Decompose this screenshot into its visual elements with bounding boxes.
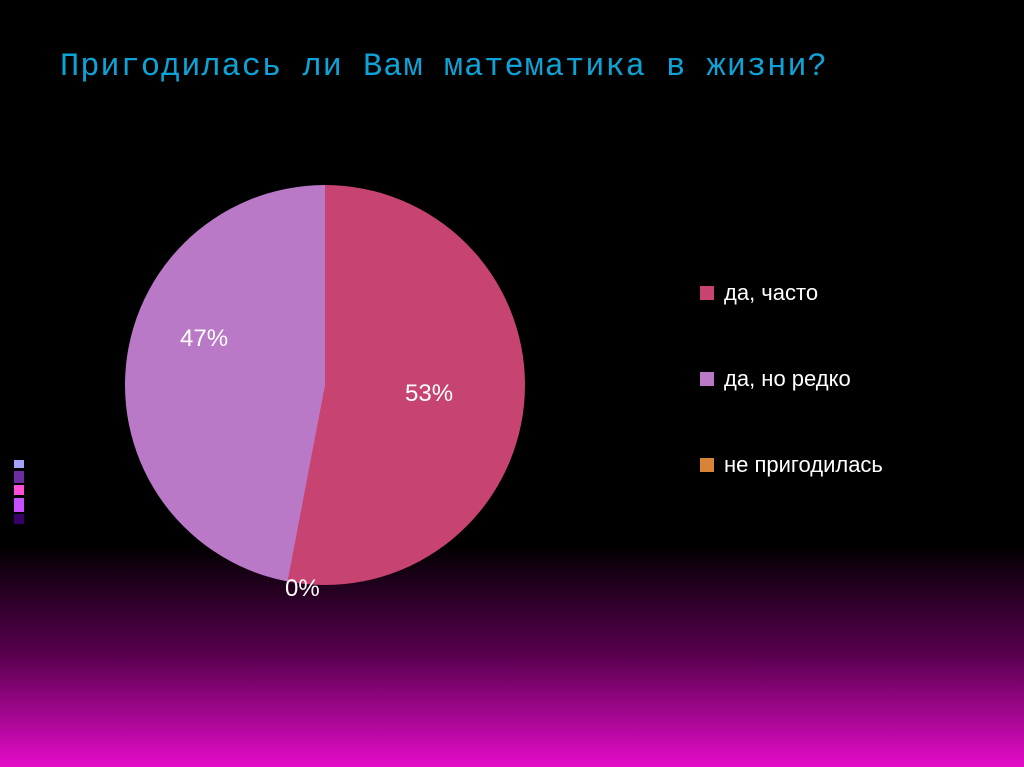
legend-swatch-0 bbox=[700, 286, 714, 300]
slide-title: Пригодилась ли Вам математика в жизни? bbox=[60, 48, 828, 85]
legend-swatch-2 bbox=[700, 458, 714, 472]
deco-segment bbox=[14, 471, 24, 483]
slide: Пригодилась ли Вам математика в жизни? 5… bbox=[0, 0, 1024, 767]
legend-label-0: да, часто bbox=[724, 280, 818, 306]
deco-segment bbox=[14, 498, 24, 512]
pie-label-0: 53% bbox=[405, 380, 453, 408]
legend: да, часто да, но редко не пригодилась bbox=[700, 280, 980, 538]
legend-swatch-1 bbox=[700, 372, 714, 386]
legend-item-0: да, часто bbox=[700, 280, 980, 306]
pie-chart: 53% 47% 0% bbox=[110, 150, 540, 620]
deco-segment bbox=[14, 460, 24, 468]
pie-label-2: 0% bbox=[285, 575, 320, 603]
legend-label-2: не пригодилась bbox=[724, 452, 883, 478]
pie-body bbox=[125, 185, 525, 585]
side-decoration bbox=[14, 460, 24, 524]
legend-item-1: да, но редко bbox=[700, 366, 980, 392]
deco-segment bbox=[14, 485, 24, 495]
pie-label-1: 47% bbox=[180, 325, 228, 353]
deco-segment bbox=[14, 514, 24, 524]
legend-label-1: да, но редко bbox=[724, 366, 851, 392]
legend-item-2: не пригодилась bbox=[700, 452, 980, 478]
